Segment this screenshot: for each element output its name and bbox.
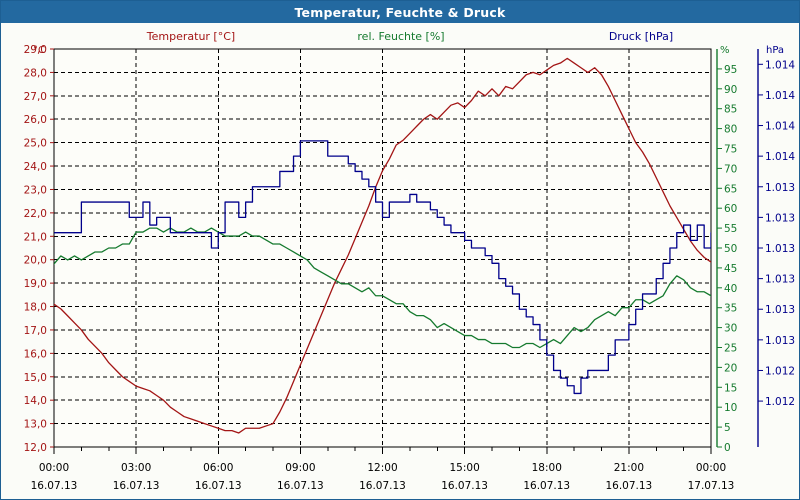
plot-area-wrapper: Temperatur [°C] rel. Feuchte [%] Druck [hP… [1,23,800,500]
axis-label-humidity: 15 [724,382,737,394]
axis-label-date: 16.07.13 [441,480,488,492]
axis-label-time: 00:00 [696,462,726,474]
axis-label-temperature: 23,0 [24,184,47,196]
axis-label-humidity: 0 [724,442,731,454]
axis-label-humidity: 55 [724,223,737,235]
series-line-pressure [54,140,711,395]
window-titlebar: Temperatur, Feuchte & Druck [1,1,799,23]
axis-label-humidity: 95 [724,64,737,76]
axis-label-time: 00:00 [39,462,69,474]
axis-label-pressure: 1.013 [765,304,795,316]
axis-label-temperature: 17,0 [24,325,47,337]
axis-time: 00:00 16.07.13 03:00 16.07.13 06:00 16.07.13 0… [31,447,735,492]
legend-humidity: rel. Feuchte [%] [357,30,444,43]
axis-label-temperature: 24,0 [24,161,47,173]
axis-label-date: 16.07.13 [605,480,652,492]
axis-label-temperature: 21,0 [24,231,47,243]
axis-label-pressure: 1.013 [765,274,795,286]
axis-label-humidity: 25 [724,343,737,355]
grid-horizontal [54,48,711,448]
window-title: Temperatur, Feuchte & Druck [294,4,506,20]
axis-label-pressure: 1.013 [765,243,795,255]
axis-label-humidity: 30 [724,323,737,335]
axis-label-humidity: 40 [724,283,737,295]
axis-label-time: 21:00 [614,462,644,474]
axis-label-temperature: 14,0 [24,395,47,407]
axis-label-time: 15:00 [449,462,479,474]
axis-pressure: 1.014 1.014 1.014 1.014 1.013 1.013 1.013 1.013… [757,49,795,447]
axis-label-pressure: 1.012 [765,365,795,377]
axis-label-temperature: 15,0 [24,372,47,384]
axis-label-humidity: 45 [724,263,737,275]
axis-label-temperature: 16,0 [24,348,47,360]
axis-label-temperature: 26,0 [24,114,47,126]
grid-vertical [135,49,630,447]
axis-label-temperature: 27,0 [24,91,47,103]
axis-label-pressure: 1.013 [765,212,795,224]
axis-label-humidity: 90 [724,84,737,96]
axis-label-humidity: 5 [724,422,731,434]
legend: Temperatur [°C] rel. Feuchte [%] Druck [hP… [146,30,673,43]
axis-label-temperature: 29,0 [24,44,47,56]
axis-label-humidity: 20 [724,362,737,374]
axis-label-temperature: 18,0 [24,302,47,314]
axis-label-temperature: 22,0 [24,208,47,220]
series-group [54,57,711,434]
axis-label-date: 16.07.13 [359,480,406,492]
axis-label-temperature: 12,0 [24,442,47,454]
axis-label-temperature: 25,0 [24,138,47,150]
axis-label-date: 16.07.13 [31,480,78,492]
axis-label-date: 17.07.13 [688,480,735,492]
axis-label-time: 03:00 [121,462,151,474]
axis-label-humidity: 60 [724,203,737,215]
right-inner-axis-unit: % [720,45,730,56]
axis-label-humidity: 50 [724,243,737,255]
axis-label-temperature: 20,0 [24,255,47,267]
weather-chart: Temperatur [°C] rel. Feuchte [%] Druck [hP… [24,30,796,492]
legend-pressure: Druck [hPa] [609,30,673,43]
axis-label-pressure: 1.014 [765,90,795,102]
axis-label-humidity: 70 [724,163,737,175]
left-axis-unit: °C [33,45,45,56]
axis-label-humidity: 80 [724,124,737,136]
axis-label-humidity: 85 [724,104,737,116]
axis-label-pressure: 1.013 [765,182,795,194]
axis-label-date: 16.07.13 [113,480,160,492]
axis-label-humidity: 35 [724,303,737,315]
axis-label-time: 18:00 [532,462,562,474]
axis-label-date: 16.07.13 [523,480,570,492]
axis-label-temperature: 13,0 [24,419,47,431]
axis-label-temperature: 28,0 [24,67,47,79]
axis-label-time: 06:00 [203,462,233,474]
axis-label-pressure: 1.014 [765,151,795,163]
axis-label-time: 09:00 [285,462,315,474]
series-line-humidity [54,227,711,349]
axis-label-humidity: 75 [724,144,737,156]
axis-label-humidity: 10 [724,402,737,414]
right-outer-axis-unit: hPa [766,45,784,56]
axis-label-humidity: 65 [724,183,737,195]
axis-label-pressure: 1.014 [765,59,795,71]
axis-label-pressure: 1.014 [765,121,795,133]
axis-label-pressure: 1.012 [765,396,795,408]
axis-label-pressure: 1.013 [765,335,795,347]
axis-label-date: 16.07.13 [277,480,324,492]
axis-label-date: 16.07.13 [195,480,242,492]
series-line-temperature [54,57,711,434]
axis-temperature: 29,0 28,0 27,0 26,0 25,0 24,0 23,0 22,0 21,0 20,0… [24,44,54,454]
axis-label-time: 12:00 [367,462,397,474]
axis-label-temperature: 19,0 [24,278,47,290]
legend-temperature: Temperatur [°C] [146,30,235,43]
